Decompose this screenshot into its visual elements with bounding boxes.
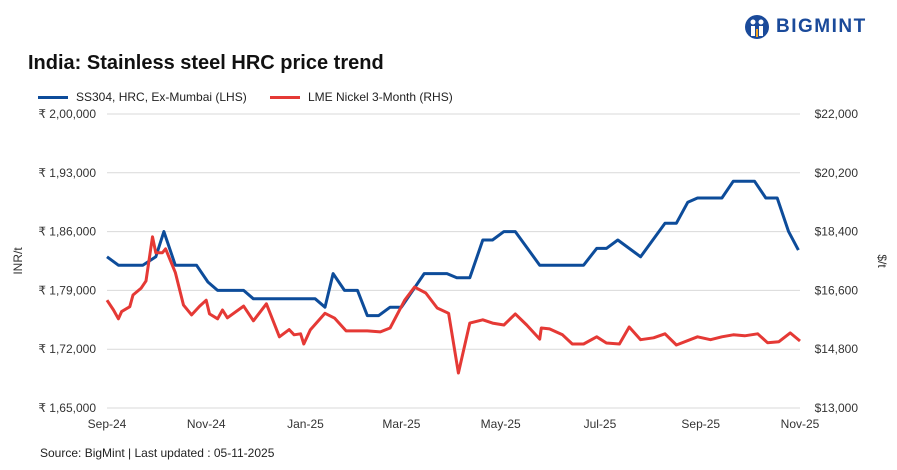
chart-title: India: Stainless steel HRC price trend: [28, 52, 384, 74]
bigmint-logo: BIGMINT: [744, 14, 867, 40]
y2-tick-label: $18,400: [815, 225, 859, 239]
y-tick-label: ₹ 1,79,000: [38, 283, 96, 297]
x-tick-label: Jan-25: [287, 417, 324, 431]
x-tick-label: Nov-24: [187, 417, 226, 431]
logo-text: BIGMINT: [776, 16, 867, 37]
source-note: Source: BigMint | Last updated : 05-11-2…: [40, 446, 275, 460]
x-tick-label: Jul-25: [584, 417, 617, 431]
y-tick-label: ₹ 1,65,000: [38, 401, 96, 415]
y-tick-label: ₹ 1,86,000: [38, 225, 96, 239]
legend-swatch-blue: [38, 95, 68, 99]
legend-label: LME Nickel 3-Month (RHS): [308, 90, 453, 104]
y-tick-label: ₹ 2,00,000: [38, 107, 96, 121]
y-tick-label: ₹ 1,93,000: [38, 166, 96, 180]
y2-tick-label: $20,200: [815, 166, 859, 180]
series-line-lme-nickel: [105, 235, 801, 375]
x-tick-label: Sep-24: [88, 417, 127, 431]
y2-tick-label: $16,600: [815, 283, 859, 297]
y-tick-label: ₹ 1,72,000: [38, 342, 96, 356]
legend-label: SS304, HRC, Ex-Mumbai (LHS): [76, 90, 247, 104]
legend-swatch-red: [270, 95, 300, 99]
logo-icon: [745, 15, 769, 39]
x-tick-label: Sep-25: [681, 417, 720, 431]
x-tick-label: Mar-25: [382, 417, 420, 431]
y2-axis-label: $/t: [875, 254, 889, 268]
legend-item-ss304: SS304, HRC, Ex-Mumbai (LHS): [38, 90, 247, 104]
x-tick-label: May-25: [481, 417, 521, 431]
y2-tick-label: $14,800: [815, 342, 859, 356]
legend-item-nickel: LME Nickel 3-Month (RHS): [270, 90, 453, 104]
x-tick-label: Nov-25: [781, 417, 820, 431]
y-axis-label: INR/t: [11, 247, 25, 275]
y2-tick-label: $22,000: [815, 107, 859, 121]
y2-tick-label: $13,000: [815, 401, 859, 415]
series-line-ss304: [106, 179, 800, 318]
